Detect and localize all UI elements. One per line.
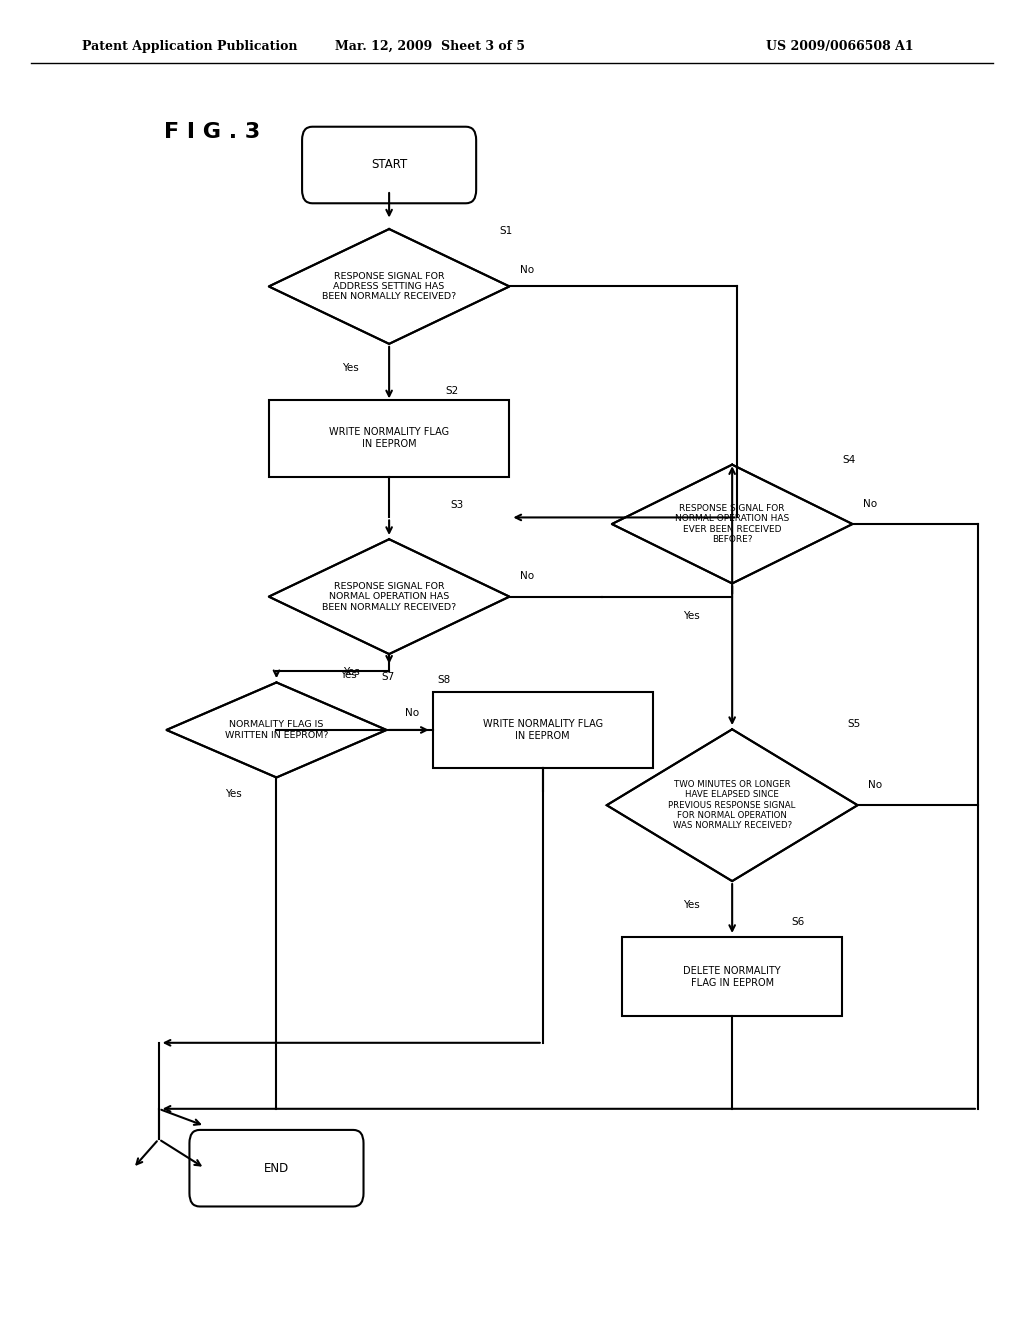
- FancyBboxPatch shape: [189, 1130, 364, 1206]
- Polygon shape: [167, 682, 387, 777]
- Text: RESPONSE SIGNAL FOR
NORMAL OPERATION HAS
EVER BEEN RECEIVED
BEFORE?: RESPONSE SIGNAL FOR NORMAL OPERATION HAS…: [675, 504, 790, 544]
- Text: US 2009/0066508 A1: US 2009/0066508 A1: [766, 40, 913, 53]
- Text: Mar. 12, 2009  Sheet 3 of 5: Mar. 12, 2009 Sheet 3 of 5: [335, 40, 525, 53]
- Text: No: No: [867, 780, 882, 791]
- Text: Yes: Yes: [225, 789, 242, 800]
- Text: DELETE NORMALITY
FLAG IN EEPROM: DELETE NORMALITY FLAG IN EEPROM: [683, 966, 781, 987]
- Text: S3: S3: [451, 499, 464, 510]
- Text: F I G . 3: F I G . 3: [164, 121, 260, 143]
- Text: S8: S8: [438, 675, 451, 685]
- Text: START: START: [371, 158, 408, 172]
- Text: WRITE NORMALITY FLAG
IN EEPROM: WRITE NORMALITY FLAG IN EEPROM: [482, 719, 603, 741]
- Text: S5: S5: [847, 719, 860, 729]
- FancyBboxPatch shape: [268, 400, 510, 477]
- Text: Patent Application Publication: Patent Application Publication: [82, 40, 297, 53]
- FancyBboxPatch shape: [433, 692, 653, 768]
- Text: RESPONSE SIGNAL FOR
NORMAL OPERATION HAS
BEEN NORMALLY RECEIVED?: RESPONSE SIGNAL FOR NORMAL OPERATION HAS…: [322, 582, 457, 611]
- Text: NORMALITY FLAG IS
WRITTEN IN EEPROM?: NORMALITY FLAG IS WRITTEN IN EEPROM?: [224, 721, 329, 739]
- Text: Yes: Yes: [683, 611, 699, 622]
- FancyBboxPatch shape: [302, 127, 476, 203]
- Text: WRITE NORMALITY FLAG
IN EEPROM: WRITE NORMALITY FLAG IN EEPROM: [329, 428, 450, 449]
- Text: No: No: [519, 572, 534, 582]
- Text: No: No: [862, 499, 877, 510]
- Polygon shape: [606, 729, 857, 882]
- Text: Yes: Yes: [683, 900, 699, 909]
- Text: Yes: Yes: [343, 667, 359, 677]
- Polygon shape: [611, 465, 852, 583]
- FancyBboxPatch shape: [622, 937, 842, 1016]
- Text: Yes: Yes: [342, 363, 358, 372]
- Polygon shape: [268, 539, 510, 653]
- Text: END: END: [264, 1162, 289, 1175]
- Text: No: No: [406, 708, 419, 718]
- Text: TWO MINUTES OR LONGER
HAVE ELAPSED SINCE
PREVIOUS RESPONSE SIGNAL
FOR NORMAL OPE: TWO MINUTES OR LONGER HAVE ELAPSED SINCE…: [669, 780, 796, 830]
- Text: S4: S4: [842, 454, 855, 465]
- Text: S1: S1: [500, 226, 512, 235]
- Text: No: No: [519, 265, 534, 276]
- Polygon shape: [268, 230, 510, 343]
- Text: S2: S2: [445, 385, 459, 396]
- Text: S7: S7: [381, 672, 394, 682]
- Text: RESPONSE SIGNAL FOR
ADDRESS SETTING HAS
BEEN NORMALLY RECEIVED?: RESPONSE SIGNAL FOR ADDRESS SETTING HAS …: [322, 272, 457, 301]
- Text: Yes: Yes: [340, 671, 356, 680]
- Text: S6: S6: [792, 916, 805, 927]
